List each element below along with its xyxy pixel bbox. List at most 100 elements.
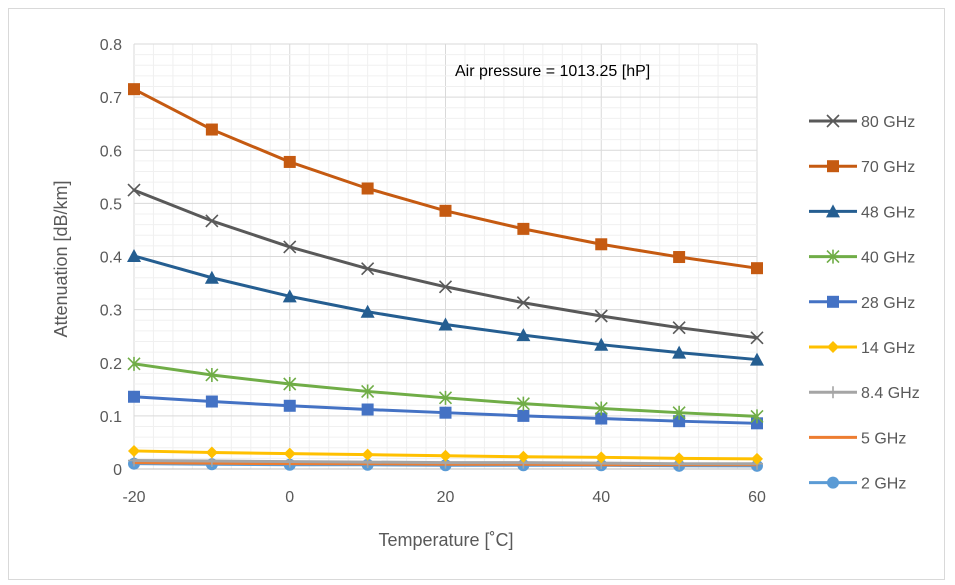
air-pressure-annotation: Air pressure = 1013.25 [hP] xyxy=(455,63,650,80)
data-point-70-ghz xyxy=(595,238,608,251)
data-point-48-ghz xyxy=(516,328,531,342)
legend-marker xyxy=(826,249,840,264)
data-point-14-ghz xyxy=(439,449,452,462)
x-axis-title: Temperature [˚C] xyxy=(378,530,513,550)
data-point-28-ghz xyxy=(517,409,530,422)
data-point-70-ghz xyxy=(751,262,763,275)
legend-label: 40 GHz xyxy=(861,250,915,267)
x-tick-label: 40 xyxy=(592,489,610,506)
data-point-40-ghz xyxy=(594,401,608,416)
series-28-ghz xyxy=(128,390,763,430)
chart-frame: -20 0 20 40 60 0 0.1 0.2 0.3 0.4 0.5 0.6 0.7 0.8 Atte… xyxy=(8,8,945,580)
legend-label: 48 GHz xyxy=(861,204,915,221)
legend-item: 8.4 GHz xyxy=(809,385,920,402)
data-point-48-ghz xyxy=(750,352,764,366)
legend-item: 14 GHz xyxy=(809,340,915,357)
data-point-80-ghz xyxy=(127,183,141,197)
data-point-80-ghz xyxy=(516,296,530,310)
legend-marker xyxy=(827,341,839,353)
data-point-28-ghz xyxy=(283,399,296,412)
data-point-48-ghz xyxy=(672,345,687,359)
series-80-ghz xyxy=(127,183,764,345)
data-point-70-ghz xyxy=(361,182,374,195)
legend-item: 28 GHz xyxy=(809,295,915,312)
legend-item: 70 GHz xyxy=(809,159,915,176)
data-point-70-ghz xyxy=(283,155,296,168)
data-point-14-ghz xyxy=(673,452,686,465)
data-point-80-ghz xyxy=(594,309,608,323)
series-14-ghz xyxy=(128,444,763,465)
data-point-80-ghz xyxy=(438,280,453,294)
data-point-14-ghz xyxy=(751,452,763,465)
data-point-28-ghz xyxy=(673,415,686,428)
data-point-28-ghz xyxy=(595,412,608,425)
y-tick-label: 0.8 xyxy=(100,37,122,54)
y-tick-label: 0.3 xyxy=(100,303,122,320)
data-point-70-ghz xyxy=(439,204,452,217)
y-axis-title: Attenuation [dB/km] xyxy=(51,180,71,337)
legend-label: 80 GHz xyxy=(861,114,915,131)
legend-item: 48 GHz xyxy=(809,204,915,221)
x-tick-label: 20 xyxy=(437,489,455,506)
data-point-40-ghz xyxy=(672,405,686,420)
series-70-ghz xyxy=(128,83,763,275)
y-tick-label: 0.6 xyxy=(100,143,122,160)
data-point-40-ghz xyxy=(361,384,375,399)
data-point-40-ghz xyxy=(127,356,141,371)
legend-marker xyxy=(827,476,839,489)
series-40-ghz xyxy=(127,356,764,424)
data-point-28-ghz xyxy=(439,406,452,419)
legend-label: 28 GHz xyxy=(861,295,915,312)
data-point-48-ghz xyxy=(438,317,453,331)
data-point-40-ghz xyxy=(516,396,530,411)
data-point-80-ghz xyxy=(750,331,764,345)
legend-label: 14 GHz xyxy=(861,340,915,357)
grid-layer xyxy=(133,43,758,470)
x-tick-label: 0 xyxy=(285,489,294,506)
data-point-48-ghz xyxy=(282,289,297,303)
data-point-14-ghz xyxy=(205,446,218,459)
legend-marker xyxy=(827,160,839,173)
data-point-28-ghz xyxy=(128,390,140,403)
data-point-70-ghz xyxy=(128,83,140,96)
x-tick-label: 60 xyxy=(748,489,766,506)
legend: 80 GHz 70 GHz 48 GHz 40 GHz 28 GHz 14 GHz 8.4 … xyxy=(809,114,920,493)
legend-marker xyxy=(826,204,840,218)
data-point-14-ghz xyxy=(595,451,608,464)
data-point-28-ghz xyxy=(205,395,218,408)
data-point-40-ghz xyxy=(205,367,219,382)
data-point-14-ghz xyxy=(283,447,296,460)
y-tick-label: 0 xyxy=(113,462,122,479)
data-point-48-ghz xyxy=(204,270,219,284)
data-point-14-ghz xyxy=(128,444,140,457)
legend-label: 5 GHz xyxy=(861,430,906,447)
data-point-80-ghz xyxy=(361,262,375,276)
data-point-40-ghz xyxy=(750,409,764,424)
data-point-28-ghz xyxy=(361,403,374,416)
data-point-48-ghz xyxy=(360,304,375,318)
series-layer xyxy=(127,83,764,472)
legend-label: 2 GHz xyxy=(861,476,906,493)
y-tick-label: 0.7 xyxy=(100,90,122,107)
data-point-70-ghz xyxy=(205,123,218,136)
data-point-70-ghz xyxy=(673,251,686,264)
y-tick-label: 0.2 xyxy=(100,356,122,373)
legend-item: 80 GHz xyxy=(809,114,915,131)
y-tick-label: 0.4 xyxy=(100,250,122,267)
y-tick-label: 0.1 xyxy=(100,409,122,426)
data-point-40-ghz xyxy=(438,390,453,405)
x-tick-label: -20 xyxy=(122,489,145,506)
data-point-40-ghz xyxy=(283,377,297,391)
data-point-70-ghz xyxy=(517,222,530,235)
data-point-48-ghz xyxy=(127,248,141,262)
y-tick-label: 0.5 xyxy=(100,196,122,213)
data-point-48-ghz xyxy=(594,337,609,351)
legend-marker xyxy=(827,386,839,399)
data-point-14-ghz xyxy=(361,448,374,461)
data-point-14-ghz xyxy=(517,450,530,463)
legend-marker xyxy=(827,295,839,308)
data-point-80-ghz xyxy=(205,214,219,228)
series-48-ghz xyxy=(127,248,764,366)
legend-label: 70 GHz xyxy=(861,159,915,176)
